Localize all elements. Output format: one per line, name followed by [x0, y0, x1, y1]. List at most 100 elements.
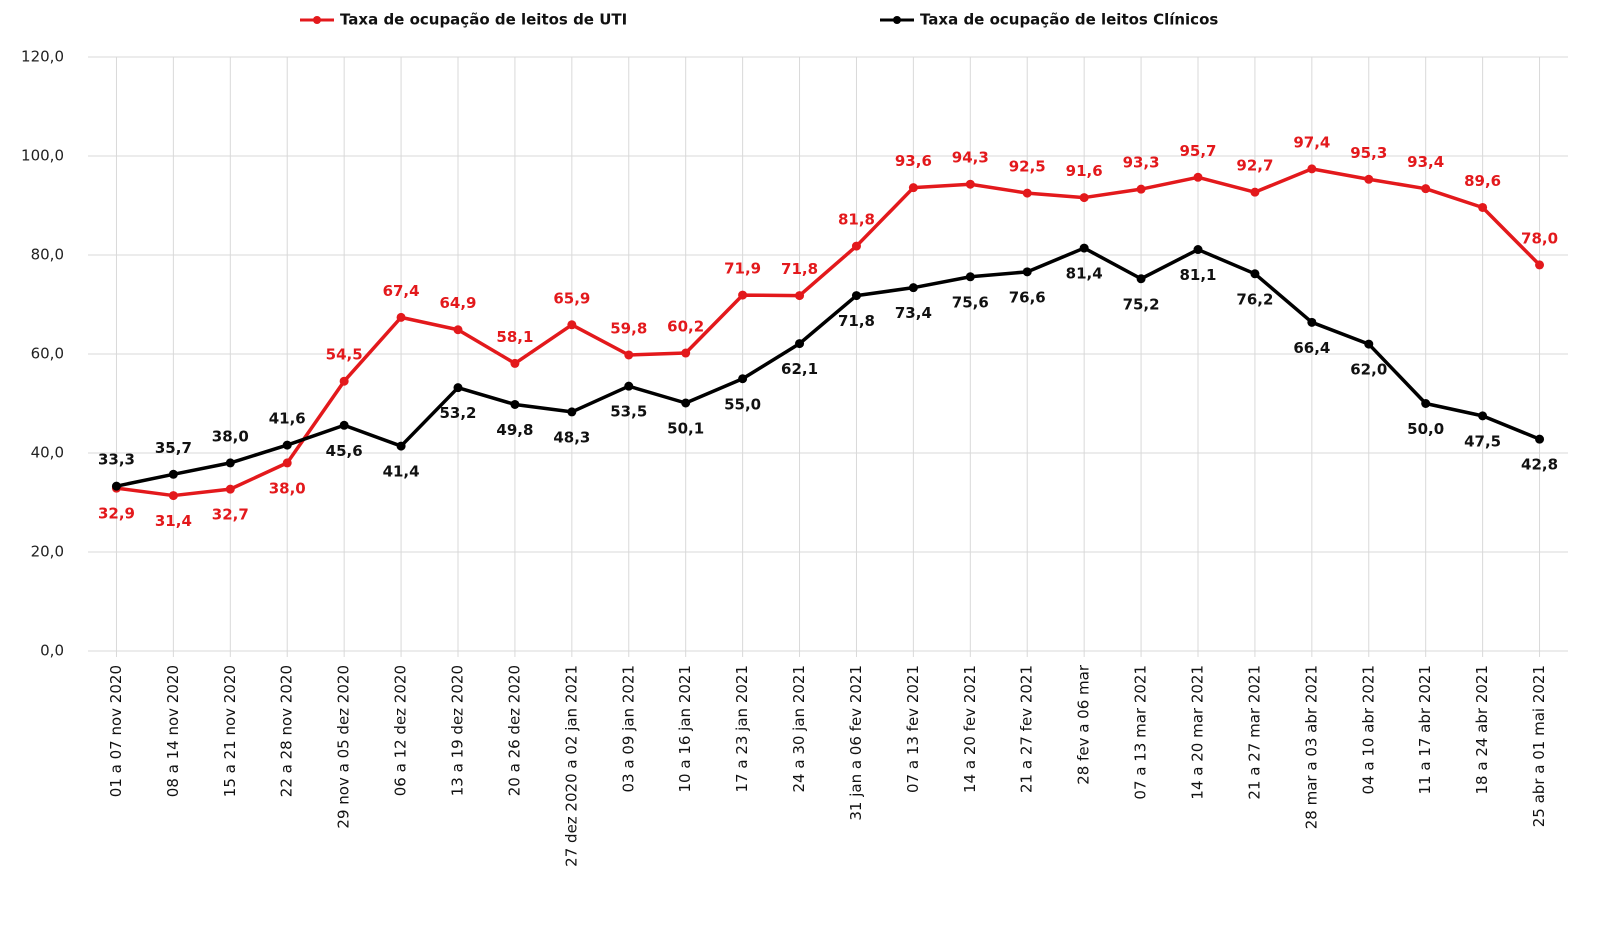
data-label: 67,4	[383, 282, 420, 300]
data-point	[738, 290, 748, 300]
data-label: 38,0	[212, 427, 249, 445]
x-tick-label: 25 abr a 01 mai 2021	[1530, 665, 1548, 827]
legend-label: Taxa de ocupação de leitos de UTI	[340, 11, 627, 29]
data-label: 33,3	[98, 451, 135, 469]
data-label: 81,1	[1179, 266, 1216, 284]
data-point	[396, 441, 406, 451]
data-label: 31,4	[155, 512, 192, 530]
data-point	[738, 374, 748, 384]
data-label: 93,4	[1407, 153, 1444, 171]
data-point	[681, 348, 691, 358]
data-label: 95,3	[1350, 144, 1387, 162]
data-label: 47,5	[1464, 432, 1501, 450]
data-point	[225, 484, 235, 494]
y-tick-label: 80,0	[31, 246, 64, 264]
y-tick-label: 100,0	[21, 147, 64, 165]
y-tick-label: 20,0	[31, 543, 64, 561]
data-point	[851, 291, 861, 301]
data-label: 62,1	[781, 360, 818, 378]
data-point	[1307, 317, 1317, 327]
x-tick-label: 08 a 14 nov 2020	[164, 665, 182, 797]
y-tick-label: 0,0	[40, 642, 64, 660]
data-point	[510, 399, 520, 409]
legend-marker	[313, 16, 321, 24]
data-label: 53,5	[610, 403, 647, 421]
data-point	[1421, 184, 1431, 194]
x-tick-label: 28 fev a 06 mar	[1075, 664, 1093, 785]
data-point	[908, 183, 918, 193]
data-label: 71,8	[838, 312, 875, 330]
data-label: 81,4	[1066, 265, 1103, 283]
x-tick-label: 07 a 13 fev 2021	[904, 665, 922, 793]
data-point	[795, 339, 805, 349]
data-label: 55,0	[724, 395, 761, 413]
data-label: 53,2	[439, 404, 476, 422]
data-point	[1193, 172, 1203, 182]
data-label: 62,0	[1350, 361, 1387, 379]
data-point	[1250, 269, 1260, 279]
data-label: 42,8	[1521, 456, 1558, 474]
data-point	[1364, 339, 1374, 349]
data-label: 75,2	[1123, 295, 1160, 313]
data-point	[624, 381, 634, 391]
y-tick-label: 60,0	[31, 345, 64, 363]
data-label: 64,9	[439, 294, 476, 312]
x-tick-label: 21 a 27 mar 2021	[1245, 665, 1263, 800]
x-tick-label: 20 a 26 dez 2020	[505, 665, 523, 796]
data-label: 41,4	[383, 463, 420, 481]
data-label: 50,0	[1407, 420, 1444, 438]
data-label: 94,3	[952, 149, 989, 167]
x-tick-label: 06 a 12 dez 2020	[392, 665, 410, 796]
data-label: 93,6	[895, 152, 932, 170]
data-point	[567, 320, 577, 330]
data-label: 65,9	[553, 289, 590, 307]
x-tick-label: 18 a 24 abr 2021	[1473, 665, 1491, 795]
x-tick-label: 28 mar a 03 abr 2021	[1302, 665, 1320, 829]
data-label: 54,5	[326, 346, 363, 364]
data-label: 92,5	[1009, 158, 1046, 176]
data-point	[851, 241, 861, 251]
data-label: 60,2	[667, 318, 704, 336]
data-label: 58,1	[496, 328, 533, 346]
data-label: 97,4	[1293, 133, 1330, 151]
data-point	[624, 350, 634, 360]
data-point	[795, 291, 805, 301]
data-point	[1478, 202, 1488, 212]
data-point	[1421, 399, 1431, 408]
data-point	[1535, 434, 1545, 444]
series-line	[116, 167, 1541, 498]
data-label: 66,4	[1293, 339, 1330, 357]
x-tick-label: 14 a 20 mar 2021	[1189, 665, 1207, 800]
data-point	[567, 407, 577, 417]
data-point	[396, 312, 406, 322]
data-point	[453, 383, 463, 393]
data-point	[282, 458, 292, 468]
x-tick-label: 04 a 10 abr 2021	[1359, 665, 1377, 795]
y-tick-label: 40,0	[31, 444, 64, 462]
data-point	[453, 325, 463, 335]
data-point	[1079, 243, 1089, 253]
data-point	[339, 420, 349, 430]
data-label: 41,6	[269, 410, 306, 428]
data-point	[339, 376, 349, 386]
data-label: 48,3	[553, 428, 590, 446]
x-tick-label: 27 dez 2020 a 02 jan 2021	[562, 665, 580, 867]
data-point	[282, 440, 292, 450]
data-point	[168, 469, 178, 479]
x-tick-label: 03 a 09 jan 2021	[619, 665, 637, 792]
legend-label: Taxa de ocupação de leitos Clínicos	[920, 11, 1218, 29]
data-label: 78,0	[1521, 229, 1558, 247]
x-tick-label: 15 a 21 nov 2020	[221, 665, 239, 797]
data-point	[965, 179, 975, 189]
data-point	[1307, 164, 1317, 174]
data-point	[1022, 188, 1032, 198]
x-tick-label: 13 a 19 dez 2020	[449, 665, 467, 796]
data-point	[1250, 187, 1260, 197]
data-point	[908, 283, 918, 293]
data-point	[225, 458, 235, 468]
data-label: 95,7	[1179, 142, 1216, 160]
data-point	[1535, 260, 1545, 270]
data-point	[1079, 193, 1089, 203]
data-label: 76,2	[1236, 290, 1273, 308]
data-label: 50,1	[667, 420, 704, 438]
